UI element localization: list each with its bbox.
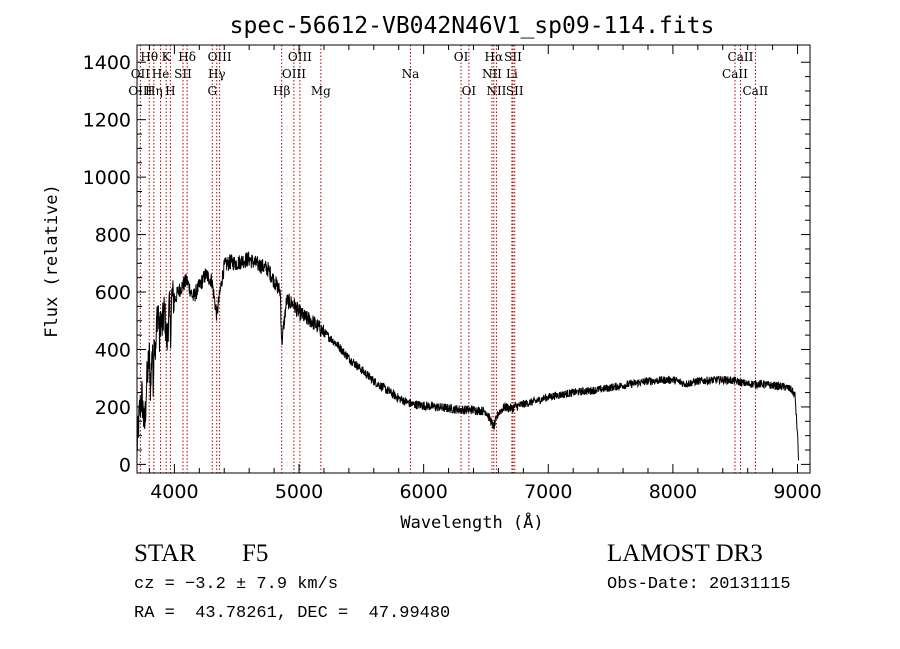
spectral-line-label: G (207, 84, 217, 98)
x-axis-label: Wavelength (Å) (400, 511, 543, 533)
spectral-line-label: K (162, 50, 172, 64)
survey-name: LAMOST DR3 (607, 540, 763, 567)
y-tick-label: 800 (95, 225, 131, 247)
spectral-line-label: OI (454, 50, 469, 64)
spectral-line-label: Hβ (273, 84, 290, 98)
y-tick-label: 1000 (83, 167, 131, 189)
y-tick-label: 0 (119, 454, 131, 476)
spectral-line-label: OIII (128, 84, 152, 98)
y-tick-label: 400 (95, 339, 131, 361)
x-tick-label: 7000 (524, 481, 572, 503)
y-tick-label: 200 (95, 397, 131, 419)
x-tick-label: 5000 (275, 481, 323, 503)
spectral-line-label: Hη (145, 84, 163, 98)
spectral-line-label: SII (506, 84, 524, 98)
spectral-line-label: SII (504, 50, 522, 64)
object-subclass: F5 (242, 540, 269, 567)
x-tick-label: 4000 (150, 481, 198, 503)
spectral-line-label: SII (174, 67, 192, 81)
plot-area: 4000 5000 6000 7000 8000 9000 0 200 400 600 800 100… (83, 44, 822, 503)
obs-date: Obs-Date: 20131115 (607, 575, 791, 594)
spectral-line-label: OIII (282, 67, 306, 81)
spectral-line-label: OIII (208, 50, 232, 64)
spectral-line-label: NII (486, 84, 506, 98)
spectral-line-label: Li (506, 67, 518, 81)
x-tick-label: 8000 (649, 481, 697, 503)
x-tick-label: 9000 (773, 481, 821, 503)
spectral-line-label: Hα (485, 50, 504, 64)
ra-dec-readout: RA = 43.78261, DEC = 47.99480 (134, 604, 451, 623)
spectral-line-label: NII (482, 67, 502, 81)
chart-title: spec-56612-VB042N46V1_sp09-114.fits (230, 13, 715, 39)
spectral-line-label: Na (402, 67, 420, 81)
object-class: STAR (134, 540, 196, 567)
spectral-line-label: Mg (311, 84, 331, 98)
redshift-readout: cz = −3.2 ± 7.9 km/s (134, 575, 339, 594)
y-tick-label: 1200 (83, 110, 131, 132)
spectral-line-label: Hγ (208, 67, 226, 81)
spectral-line-label: OIII (288, 50, 312, 64)
y-axis-label: Flux (relative) (42, 184, 62, 338)
spectral-line-label: Hθ (140, 50, 158, 64)
x-tick-label: 6000 (399, 481, 447, 503)
spectral-line-label: OI (462, 84, 477, 98)
spectral-line-label: H (165, 84, 175, 98)
spectral-line-label: He (152, 67, 170, 81)
y-tick-label: 1400 (83, 52, 131, 74)
spectral-line-label: CaII (722, 67, 748, 81)
y-tick-label: 600 (95, 282, 131, 304)
spectrum-trace (136, 251, 800, 461)
spectral-line-label: CaII (728, 50, 754, 64)
spectral-line-label: OII (131, 67, 151, 81)
spectral-line-label: Hδ (178, 50, 196, 64)
spectral-line-label: CaII (742, 84, 768, 98)
